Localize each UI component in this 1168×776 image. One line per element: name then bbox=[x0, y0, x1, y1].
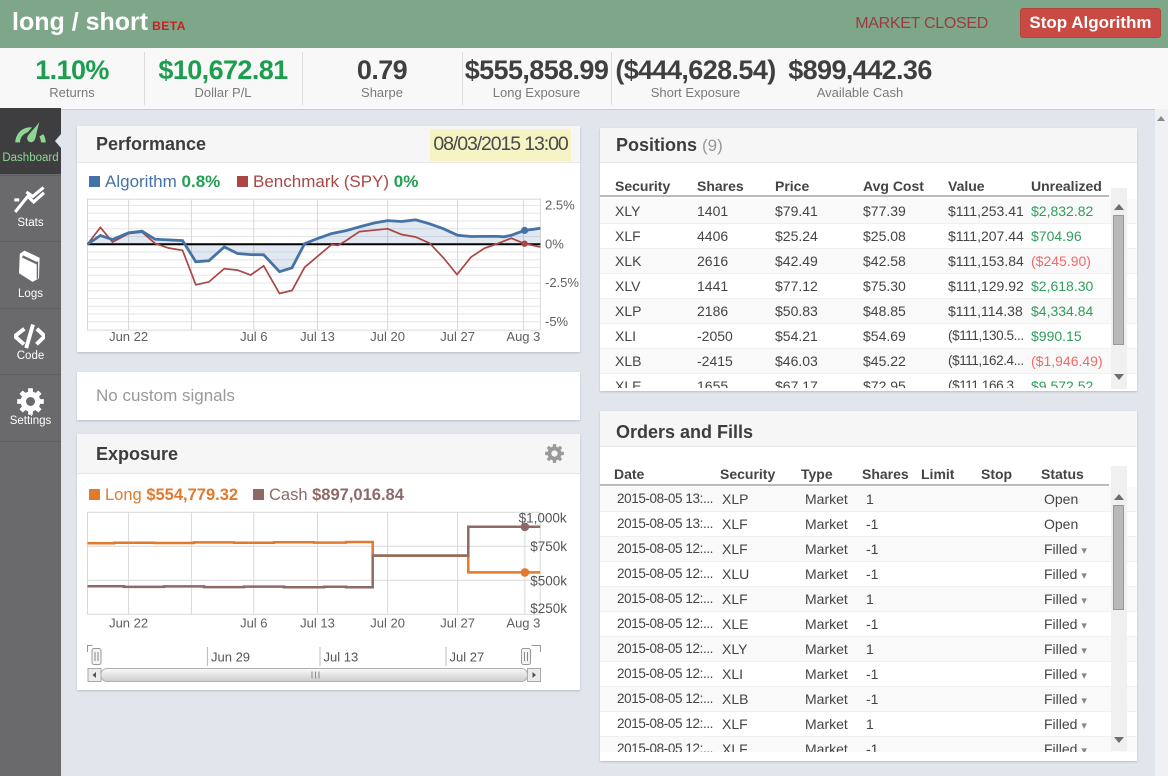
svg-text:Jul 27: Jul 27 bbox=[440, 329, 475, 344]
svg-text:Jun 22: Jun 22 bbox=[109, 329, 148, 344]
svg-text:$500k: $500k bbox=[530, 573, 567, 588]
svg-text:$1,000k: $1,000k bbox=[519, 511, 567, 526]
svg-text:Jul 13: Jul 13 bbox=[300, 329, 335, 344]
svg-text:Jul 20: Jul 20 bbox=[370, 329, 405, 344]
svg-text:Jul 13: Jul 13 bbox=[324, 650, 359, 665]
svg-text:Jul 27: Jul 27 bbox=[450, 650, 485, 665]
svg-text:Aug 3: Aug 3 bbox=[506, 329, 540, 344]
svg-text:2.5%: 2.5% bbox=[545, 198, 575, 213]
svg-text:Jul 6: Jul 6 bbox=[240, 329, 267, 344]
svg-text:0%: 0% bbox=[545, 237, 564, 252]
svg-text:-2.5%: -2.5% bbox=[545, 275, 579, 290]
svg-text:Jun 29: Jun 29 bbox=[211, 650, 250, 665]
svg-text:Jul 27: Jul 27 bbox=[440, 616, 475, 631]
svg-text:Jul 20: Jul 20 bbox=[370, 616, 405, 631]
svg-text:Jul 6: Jul 6 bbox=[240, 616, 267, 631]
svg-text:$250k: $250k bbox=[530, 601, 567, 616]
svg-text:Jul 13: Jul 13 bbox=[300, 616, 335, 631]
svg-text:Jun 22: Jun 22 bbox=[109, 616, 148, 631]
svg-text:$750k: $750k bbox=[530, 539, 567, 554]
svg-text:Aug 3: Aug 3 bbox=[506, 616, 540, 631]
svg-text:-5%: -5% bbox=[545, 314, 569, 329]
